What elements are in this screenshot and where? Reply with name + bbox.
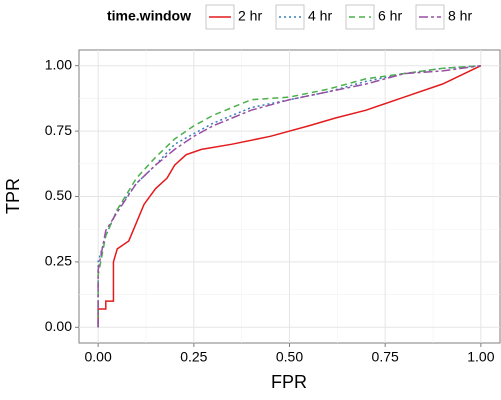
x-tick-label: 0.25: [180, 349, 207, 365]
roc-line: [97, 64, 481, 328]
y-tick-label: 0.25: [45, 253, 72, 269]
legend-label: 6 hr: [378, 8, 402, 24]
y-axis-title: TPR: [3, 178, 23, 214]
legend-label: 4 hr: [308, 8, 332, 24]
legend-label: 2 hr: [238, 8, 262, 24]
x-tick-label: 0.00: [85, 349, 112, 365]
legend-label: 8 hr: [448, 8, 472, 24]
y-tick-label: 0.00: [45, 318, 72, 334]
y-tick-label: 0.50: [45, 187, 72, 203]
y-tick-label: 0.75: [45, 122, 72, 138]
legend-title: time.window: [107, 8, 191, 24]
roc-line: [97, 65, 482, 328]
roc-line: [97, 64, 481, 328]
x-tick-label: 0.50: [276, 349, 303, 365]
roc-line: [97, 64, 481, 328]
y-tick-label: 1.00: [45, 56, 72, 72]
x-axis-title: FPR: [271, 372, 307, 392]
x-tick-label: 1.00: [467, 349, 494, 365]
x-tick-label: 0.75: [372, 349, 399, 365]
